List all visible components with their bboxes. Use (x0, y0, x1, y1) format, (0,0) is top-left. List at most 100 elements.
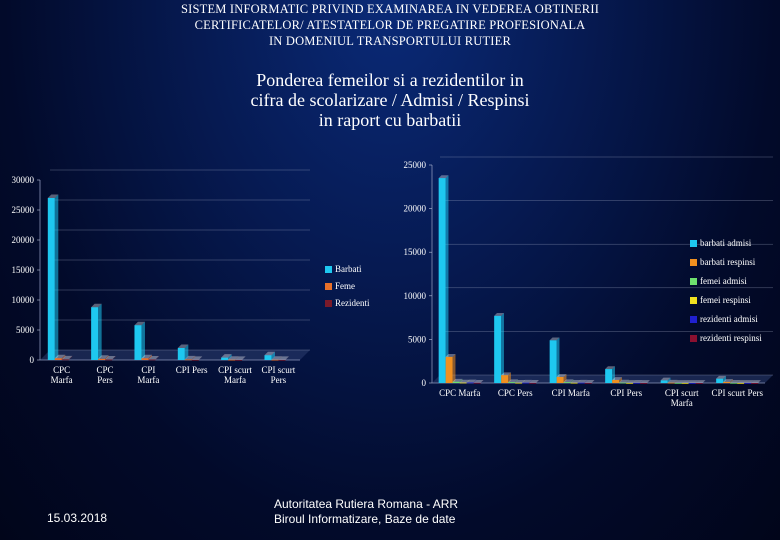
y-tick-label: 15000 (12, 265, 35, 275)
bar (529, 382, 537, 384)
bar-top (612, 377, 622, 380)
y-tick-label: 20000 (404, 204, 427, 214)
bar (674, 382, 682, 384)
bar-top (584, 380, 595, 383)
bar (271, 359, 279, 361)
subtitle-line: Ponderea femeilor si a rezidentilor in (256, 70, 524, 90)
bar-side (285, 356, 289, 360)
bar-top (459, 379, 470, 383)
bar-top (640, 380, 650, 383)
legend-entry: Feme (335, 281, 355, 291)
x-tick-label: CPI Pers (610, 388, 642, 398)
bar-top (105, 356, 116, 360)
x-tick-label: CPI Pers (176, 365, 208, 375)
left-chart: 050001000015000200002500030000CPCMarfaCP… (12, 169, 370, 385)
legend-entry: rezidenti respinsi (700, 333, 762, 343)
bar (688, 382, 696, 384)
bar (751, 382, 759, 384)
bar-side (626, 379, 629, 383)
bar-side (515, 379, 518, 383)
x-tick-label: Marfa (671, 398, 693, 408)
y-tick-label: 10000 (12, 295, 35, 305)
bar (723, 381, 731, 383)
bar-side (633, 380, 636, 383)
bar-top (605, 366, 615, 370)
legend-entry: barbati admisi (700, 238, 752, 248)
bar (556, 376, 564, 383)
bar (667, 382, 675, 384)
bar (570, 382, 578, 384)
x-tick-label: CPI scurt (261, 365, 295, 375)
x-tick-label: Pers (97, 375, 113, 385)
bar (278, 359, 286, 361)
bar (508, 382, 516, 383)
bar-side (445, 175, 449, 383)
legend-swatch (325, 266, 332, 273)
bar-side (242, 356, 246, 360)
bar-side (640, 380, 643, 383)
x-tick-label: CPI Marfa (552, 388, 590, 398)
page-title: SISTEM INFORMATIC PRIVIND EXAMINAREA IN … (0, 1, 780, 49)
bar-top (184, 355, 196, 360)
legend-entry: femei respinsi (700, 295, 751, 305)
bar-side (667, 377, 671, 383)
legend-swatch (325, 283, 332, 290)
bar-top (452, 378, 463, 382)
bar (235, 359, 243, 361)
bar-top (730, 380, 740, 383)
bar-top (134, 321, 145, 326)
bar-side (730, 379, 733, 383)
bar-top (744, 380, 754, 383)
bar-top (556, 374, 567, 377)
bar-top (660, 377, 671, 381)
bar (91, 307, 99, 360)
bar-top (98, 355, 109, 359)
bar (681, 382, 689, 384)
bar (98, 358, 106, 360)
bar (264, 355, 272, 360)
page-title-line: SISTEM INFORMATIC PRIVIND EXAMINAREA IN … (180, 2, 600, 16)
bar-side (591, 380, 595, 383)
x-tick-label: CPC (53, 365, 70, 375)
footer-org-line: Biroul Informatizare, Baze de date (274, 512, 456, 526)
x-tick-label: CPC (96, 365, 113, 375)
bar-top (445, 354, 456, 357)
bar-side (228, 354, 232, 360)
x-tick-label: Marfa (137, 375, 159, 385)
bar (563, 382, 571, 383)
bar-side (737, 380, 740, 383)
bar-side (501, 313, 504, 383)
bar-side (751, 380, 754, 383)
bar (47, 198, 55, 360)
bar-top (626, 380, 636, 383)
bar (730, 382, 738, 384)
bar (612, 379, 620, 383)
y-tick-label: 25000 (404, 160, 427, 170)
bar-side (695, 380, 699, 383)
bar-side (688, 380, 692, 383)
bar-side (577, 379, 581, 383)
bar-side (758, 380, 761, 383)
legend-entry: rezidenti admisi (700, 314, 758, 324)
legend-entry: Rezidenti (335, 298, 370, 308)
footer-org-line: Autoritatea Rutiera Romana - ARR (274, 497, 459, 511)
bar (515, 382, 523, 384)
legend-swatch (690, 316, 697, 323)
y-tick-label: 0 (30, 355, 35, 365)
bar-side (529, 379, 532, 383)
bar-top (695, 380, 706, 383)
bar (494, 315, 502, 383)
bar-side (184, 344, 189, 360)
bar (459, 382, 467, 384)
bar-top (221, 354, 232, 358)
bar-top (177, 344, 189, 348)
bar-side (522, 379, 525, 383)
bar (619, 382, 627, 384)
legend-entry: femei admisi (700, 276, 747, 286)
bar-top (271, 356, 282, 360)
bar (445, 356, 453, 383)
bar-side (191, 355, 196, 360)
bar (191, 359, 199, 361)
x-tick-label: CPI scurt Pers (712, 388, 764, 398)
y-tick-label: 10000 (404, 291, 427, 301)
